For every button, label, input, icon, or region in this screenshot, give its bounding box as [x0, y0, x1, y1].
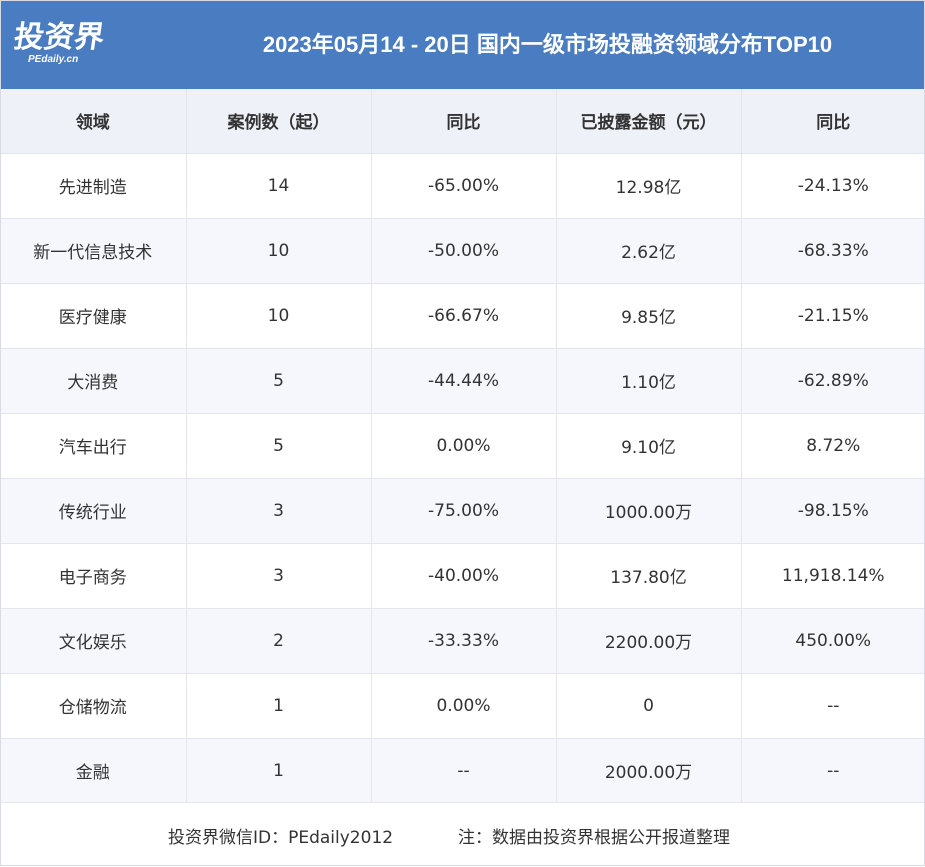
- sector-distribution-table: 领域 案例数（起） 同比 已披露金额（元） 同比 先进制造 14 -65.00% 12…: [0, 89, 925, 804]
- cell-sector: 先进制造: [0, 153, 187, 219]
- cell-case-count: 5: [186, 413, 372, 479]
- cell-count-yoy: -40.00%: [371, 543, 557, 609]
- cell-case-count: 2: [186, 608, 372, 674]
- table-row: 医疗健康 10 -66.67% 9.85亿 -21.15%: [0, 283, 925, 349]
- cell-case-count: 1: [186, 738, 372, 804]
- cell-sector: 汽车出行: [0, 413, 187, 479]
- cell-case-count: 14: [186, 153, 372, 219]
- cell-sector: 大消费: [0, 348, 187, 414]
- cell-amount-yoy: 8.72%: [741, 413, 925, 479]
- cell-case-count: 3: [186, 543, 372, 609]
- cell-disclosed-amount: 0: [556, 673, 742, 739]
- footer: 投资界微信ID：PEdaily2012 注：数据由投资界根据公开报道整理: [0, 802, 925, 867]
- column-header-amount-yoy: 同比: [741, 89, 925, 154]
- cell-sector: 医疗健康: [0, 283, 187, 349]
- table-row: 新一代信息技术 10 -50.00% 2.62亿 -68.33%: [0, 218, 925, 284]
- cell-count-yoy: 0.00%: [371, 673, 557, 739]
- cell-count-yoy: -44.44%: [371, 348, 557, 414]
- cell-case-count: 3: [186, 478, 372, 544]
- table-row: 金融 1 -- 2000.00万 --: [0, 738, 925, 804]
- cell-disclosed-amount: 137.80亿: [556, 543, 742, 609]
- table-row: 文化娱乐 2 -33.33% 2200.00万 450.00%: [0, 608, 925, 674]
- cell-sector: 金融: [0, 738, 187, 804]
- page-title: 2023年05月14 - 20日 国内一级市场投融资领域分布TOP10: [262, 32, 833, 57]
- cell-disclosed-amount: 1.10亿: [556, 348, 742, 414]
- cell-amount-yoy: -24.13%: [741, 153, 925, 219]
- cell-count-yoy: -75.00%: [371, 478, 557, 544]
- column-header-sector: 领域: [0, 89, 187, 154]
- table-row: 传统行业 3 -75.00% 1000.00万 -98.15%: [0, 478, 925, 544]
- cell-amount-yoy: -98.15%: [741, 478, 925, 544]
- cell-case-count: 5: [186, 348, 372, 414]
- column-header-case-count: 案例数（起）: [186, 89, 372, 154]
- footer-wechat-id: 投资界微信ID：PEdaily2012: [168, 828, 394, 848]
- table-body: 先进制造 14 -65.00% 12.98亿 -24.13% 新一代信息技术 10 -50.0…: [0, 153, 925, 804]
- cell-amount-yoy: 11,918.14%: [741, 543, 925, 609]
- cell-sector: 文化娱乐: [0, 608, 187, 674]
- table-row: 仓储物流 1 0.00% 0 --: [0, 673, 925, 739]
- column-header-count-yoy: 同比: [371, 89, 557, 154]
- cell-amount-yoy: --: [741, 673, 925, 739]
- cell-count-yoy: -33.33%: [371, 608, 557, 674]
- cell-amount-yoy: -62.89%: [741, 348, 925, 414]
- cell-disclosed-amount: 2200.00万: [556, 608, 742, 674]
- cell-disclosed-amount: 2000.00万: [556, 738, 742, 804]
- table-header-row: 领域 案例数（起） 同比 已披露金额（元） 同比: [0, 89, 925, 154]
- table-row: 大消费 5 -44.44% 1.10亿 -62.89%: [0, 348, 925, 414]
- pedaily-logo: 投资界 PEdaily.cn: [11, 16, 110, 72]
- cell-count-yoy: --: [371, 738, 557, 804]
- header-bar: 投资界 PEdaily.cn 2023年05月14 - 20日 国内一级市场投融…: [0, 0, 925, 89]
- cell-case-count: 10: [186, 283, 372, 349]
- cell-disclosed-amount: 9.85亿: [556, 283, 742, 349]
- cell-disclosed-amount: 2.62亿: [556, 218, 742, 284]
- cell-disclosed-amount: 9.10亿: [556, 413, 742, 479]
- cell-sector: 电子商务: [0, 543, 187, 609]
- cell-count-yoy: -65.00%: [371, 153, 557, 219]
- cell-case-count: 1: [186, 673, 372, 739]
- cell-count-yoy: -50.00%: [371, 218, 557, 284]
- cell-disclosed-amount: 12.98亿: [556, 153, 742, 219]
- cell-sector: 仓储物流: [0, 673, 187, 739]
- table-row: 汽车出行 5 0.00% 9.10亿 8.72%: [0, 413, 925, 479]
- footer-note: 注：数据由投资界根据公开报道整理: [458, 828, 730, 848]
- cell-amount-yoy: -21.15%: [741, 283, 925, 349]
- cell-amount-yoy: --: [741, 738, 925, 804]
- logo-subtext: PEdaily.cn: [28, 54, 79, 65]
- cell-count-yoy: 0.00%: [371, 413, 557, 479]
- cell-sector: 新一代信息技术: [0, 218, 187, 284]
- cell-amount-yoy: -68.33%: [741, 218, 925, 284]
- table-row: 电子商务 3 -40.00% 137.80亿 11,918.14%: [0, 543, 925, 609]
- column-header-disclosed-amount: 已披露金额（元）: [556, 89, 742, 154]
- cell-case-count: 10: [186, 218, 372, 284]
- table-row: 先进制造 14 -65.00% 12.98亿 -24.13%: [0, 153, 925, 219]
- cell-sector: 传统行业: [0, 478, 187, 544]
- cell-disclosed-amount: 1000.00万: [556, 478, 742, 544]
- cell-count-yoy: -66.67%: [371, 283, 557, 349]
- cell-amount-yoy: 450.00%: [741, 608, 925, 674]
- logo-text: 投资界: [11, 20, 107, 55]
